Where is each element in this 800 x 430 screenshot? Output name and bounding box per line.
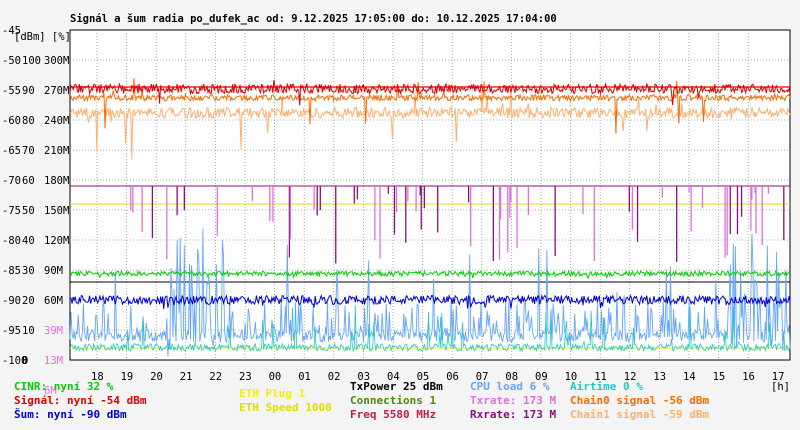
y-tick-percent: 10 [22, 325, 35, 337]
y-tick-dbm: -65 [2, 145, 21, 157]
chain0-series [69, 78, 791, 134]
y-tick-rate: 240M [44, 115, 69, 127]
y-tick-percent: 0 [22, 355, 28, 367]
x-unit-label: [h] [771, 381, 790, 393]
y-tick-rate: 150M [44, 205, 69, 217]
chart-series [69, 78, 791, 357]
legend-txrate: Txrate: 173 M [470, 394, 557, 407]
legend-chain0: Chain0 signal -56 dBm [570, 394, 710, 407]
legend-eth-speed: ETH Speed 1000 [239, 401, 332, 414]
airtime-series [69, 302, 791, 353]
y-tick-rate: 300M [44, 55, 69, 67]
y-tick-percent: 90 [22, 85, 35, 97]
x-tick-label: 23 [239, 371, 252, 383]
x-tick-label: 21 [180, 371, 193, 383]
y-tick-rate: 270M [44, 85, 69, 97]
x-tick-label: 11 [594, 371, 607, 383]
chart-title: Signál a šum radia po_dufek_ac od: 9.12.… [70, 13, 557, 25]
plot-area [69, 29, 791, 361]
legend-col-4: CPU load 6 % Txrate: 173 M Rxrate: 173 M [470, 380, 556, 422]
x-tick-label: 03 [357, 371, 370, 383]
y-tick-dbm: -45 [2, 25, 21, 37]
y-tick-rate: 39M [44, 325, 63, 337]
y-tick-percent: 100 [22, 55, 41, 67]
legend-signal: Signál: nyní -54 dBm [14, 394, 147, 407]
y-tick-dbm: -75 [2, 205, 21, 217]
y-tick-rate: 120M [44, 235, 69, 247]
x-tick-label: 14 [683, 371, 696, 383]
legend-rxrate: Rxrate: 173 M [470, 408, 557, 421]
legend-noise: Šum: nyní -90 dBm [14, 408, 127, 421]
x-tick-label: 22 [209, 371, 222, 383]
legend-chain1: Chain1 signal -59 dBm [570, 408, 710, 421]
y-tick-rate: 210M [44, 145, 69, 157]
y-tick-percent: 80 [22, 115, 35, 127]
y-unit-label: [dBm] [%] [14, 31, 71, 43]
y-tick-dbm: -90 [2, 295, 21, 307]
x-tick-label: 10 [565, 371, 578, 383]
x-tick-label: 04 [387, 371, 400, 383]
legend-freq: Freq 5580 MHz [350, 408, 437, 421]
legend-col-3: TxPower 25 dBm Connections 1 Freq 5580 M… [350, 380, 443, 422]
y-tick-percent: 70 [22, 145, 35, 157]
x-tick-label: 18 [91, 371, 104, 383]
legend-eth-plug: ETH Plug 1 [239, 387, 306, 400]
y-tick-percent: 50 [22, 205, 35, 217]
legend-col-5: Airtime 0 % Chain0 signal -56 dBm Chain1… [570, 380, 709, 422]
chart-grid [69, 29, 791, 361]
y-tick-percent: 20 [22, 295, 35, 307]
legend-airtime: Airtime 0 % [570, 380, 643, 393]
x-tick-label: 13 [653, 371, 666, 383]
legend-cinr: CINR: nyní 32 % [14, 380, 114, 393]
legend-col-2: ETH Plug 1 ETH Speed 1000 [239, 387, 332, 415]
y-tick-dbm: -85 [2, 265, 21, 277]
y-tick-rate: 6M [44, 385, 57, 397]
chain1-series [69, 85, 791, 160]
x-tick-label: 06 [446, 371, 459, 383]
x-tick-label: 17 [772, 371, 785, 383]
x-tick-label: 16 [742, 371, 755, 383]
signal-series [69, 79, 791, 106]
x-tick-label: 01 [298, 371, 311, 383]
y-tick-rate: 90M [44, 265, 63, 277]
y-tick-dbm: -100 [2, 355, 27, 367]
x-tick-label: 20 [150, 371, 163, 383]
legend-cpu: CPU load 6 % [470, 380, 550, 393]
x-tick-label: 19 [121, 371, 134, 383]
axis-ticks: 18 19 20 21 22 23 00 01 02 03 04 05 06 07 08 09 10 11 12 13… [2, 25, 784, 397]
x-tick-label: 05 [417, 371, 430, 383]
y-tick-percent: 30 [22, 265, 35, 277]
y-tick-rate: 60M [44, 295, 63, 307]
y-tick-dbm: -55 [2, 85, 21, 97]
y-tick-dbm: -70 [2, 175, 21, 187]
x-tick-label: 15 [713, 371, 726, 383]
y-tick-dbm: -50 [2, 55, 21, 67]
y-tick-dbm: -80 [2, 235, 21, 247]
x-tick-label: 00 [269, 371, 282, 383]
legend-txpower: TxPower 25 dBm [350, 380, 443, 393]
legend-col-1: CINR: nyní 32 % Signál: nyní -54 dBm Šum… [14, 380, 146, 422]
x-tick-label: 09 [535, 371, 548, 383]
y-tick-dbm: -60 [2, 115, 21, 127]
x-tick-label: 12 [624, 371, 637, 383]
x-tick-label: 07 [476, 371, 489, 383]
y-tick-percent: 60 [22, 175, 35, 187]
legend-connections: Connections 1 [350, 394, 437, 407]
x-tick-label: 08 [505, 371, 518, 383]
cinr-series [69, 269, 791, 280]
y-tick-rate: 180M [44, 175, 69, 187]
y-tick-rate: 13M [44, 355, 63, 367]
noise-series [69, 293, 791, 309]
x-tick-label: 02 [328, 371, 341, 383]
y-tick-dbm: -95 [2, 325, 21, 337]
y-tick-percent: 40 [22, 235, 35, 247]
